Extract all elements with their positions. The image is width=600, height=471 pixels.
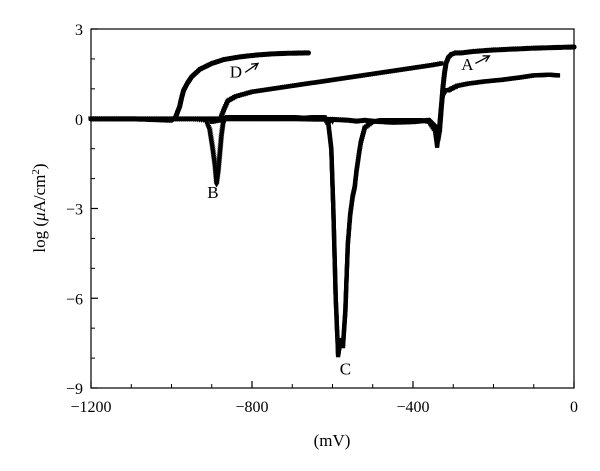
series-c-point xyxy=(326,124,331,130)
series-c-point xyxy=(245,116,250,121)
series-c-point xyxy=(343,308,348,313)
y-tick-label: −6 xyxy=(66,291,83,308)
series-c-point xyxy=(337,346,342,351)
arrow-a xyxy=(475,55,491,64)
series-d-point xyxy=(305,50,311,56)
series-c-point xyxy=(238,116,244,121)
series-c-point xyxy=(331,212,336,218)
series-c-point xyxy=(344,281,349,287)
series-c-point xyxy=(555,73,561,78)
arrow-d xyxy=(244,62,260,73)
series-c-point xyxy=(287,116,293,121)
y-axis-label-sup: 2 xyxy=(30,169,42,175)
label-a: A xyxy=(461,55,474,74)
series-c-point xyxy=(345,246,350,251)
series-c-point xyxy=(327,133,332,138)
series-c-point xyxy=(333,282,338,288)
series-c-point xyxy=(333,300,339,305)
series-layer xyxy=(88,44,577,358)
x-axis-label: (mV) xyxy=(314,431,351,450)
series-c-point xyxy=(332,247,337,253)
label-d: D xyxy=(230,62,242,81)
y-tick-label: 0 xyxy=(75,112,83,129)
x-tick-label: 0 xyxy=(570,399,578,416)
series-c-point xyxy=(188,116,194,121)
y-tick-label: −3 xyxy=(66,202,83,219)
annotation-layer: A B C D xyxy=(207,55,491,379)
series-c-point xyxy=(331,236,337,242)
series-c-point xyxy=(343,290,349,295)
series-a xyxy=(88,44,577,143)
series-c-point xyxy=(347,216,353,221)
y-axis-label-prefix: log ( xyxy=(30,221,49,253)
y-axis-label: log (μA/cm2) xyxy=(30,163,49,252)
label-c: C xyxy=(340,360,351,379)
y-axis-label-mu: μ xyxy=(30,212,49,222)
series-b-point xyxy=(329,119,336,125)
series-c-point xyxy=(345,240,351,245)
series-a-line xyxy=(91,46,575,140)
x-axis-ticks: −1200 −800 −400 0 xyxy=(70,381,578,416)
series-c-point xyxy=(330,184,335,190)
series-c-point xyxy=(332,265,338,270)
y-axis-ticks: 3 0 −3 −6 −9 xyxy=(66,22,98,398)
series-c-point xyxy=(329,161,334,166)
series-d xyxy=(88,50,311,123)
series-c-point xyxy=(201,116,207,121)
y-tick-label: 3 xyxy=(75,22,83,39)
y-axis-label-unit: A/cm xyxy=(30,175,49,213)
series-c xyxy=(88,72,561,358)
series-4-point xyxy=(439,61,444,66)
y-tick-label: −9 xyxy=(66,381,83,398)
series-c-point xyxy=(333,293,338,299)
series-c-point xyxy=(328,139,333,145)
series-c-point xyxy=(232,116,237,121)
y-axis-label-suffix: ) xyxy=(30,163,49,169)
series-c-point xyxy=(334,317,339,323)
x-tick-label: −800 xyxy=(235,399,268,416)
x-tick-label: −400 xyxy=(396,399,429,416)
series-b xyxy=(88,115,336,188)
series-c-point xyxy=(335,335,340,340)
series-c-point xyxy=(343,299,348,304)
series-a-point xyxy=(571,44,577,50)
series-c-point xyxy=(344,268,349,273)
series-c-point xyxy=(331,219,336,224)
series-c-point xyxy=(344,270,349,276)
label-b: B xyxy=(207,183,218,202)
series-4 xyxy=(209,61,444,124)
series-c-point xyxy=(343,292,349,298)
x-tick-label: −1200 xyxy=(70,399,111,416)
series-c-point xyxy=(195,116,200,121)
series-c-point xyxy=(331,230,337,235)
series-c-point xyxy=(344,279,349,284)
